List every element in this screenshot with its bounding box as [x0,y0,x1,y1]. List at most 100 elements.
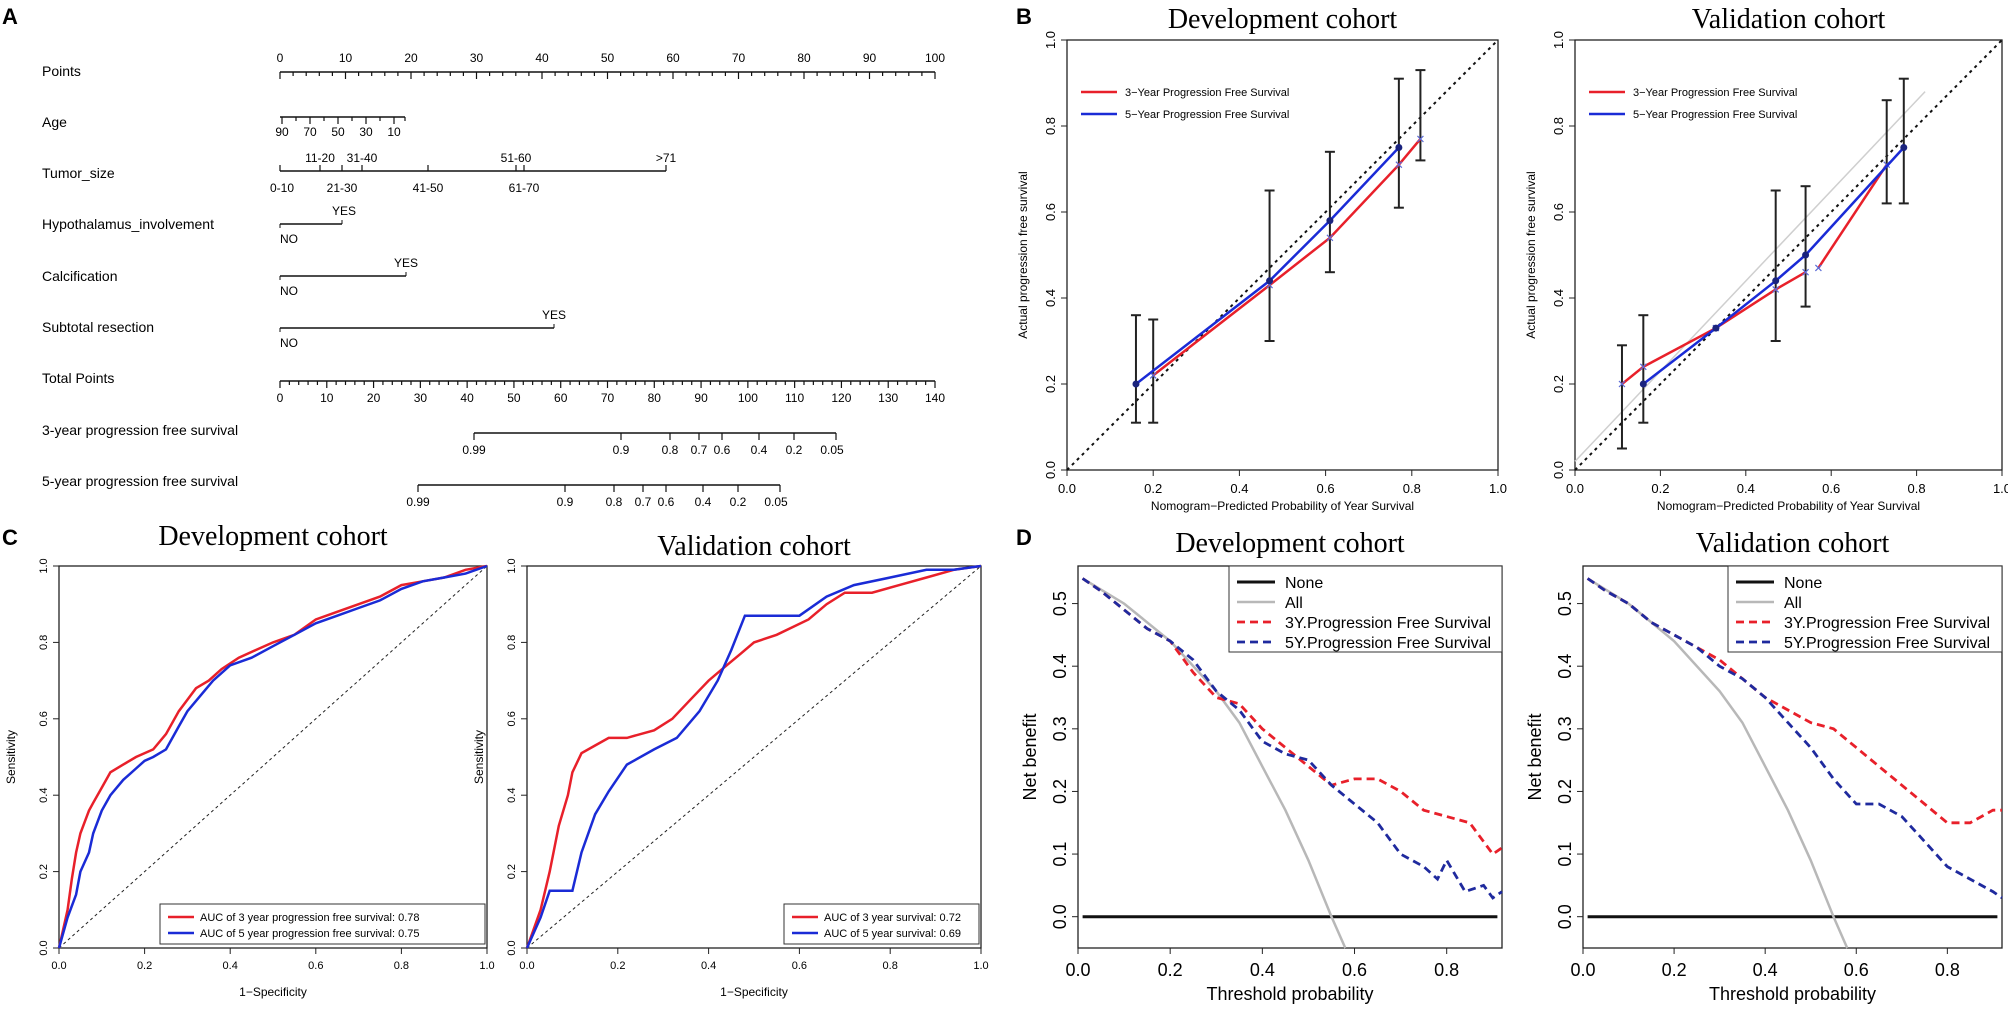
y-tick-label: 0.8 [506,635,518,650]
nomo-label-age: Age [42,114,67,130]
x-tick-label: 0.8 [883,960,898,972]
data-point [1802,268,1810,276]
legend-label: AUC of 3 year progression free survival:… [200,912,420,924]
y-tick-label: 0.3 [1555,716,1575,741]
nomo-label-total-points: Total Points [42,370,114,386]
y-tick-label: 0.8 [1551,117,1566,135]
y-tick-label: 0.6 [38,711,50,726]
x-tick-label: 0.8 [1434,960,1459,980]
net-benefit-curve [1081,577,1347,949]
x-tick-label: 0.0 [519,960,534,972]
legend-label: 5−Year Progression Free Survival [1125,109,1289,121]
x-tick-label: 0.6 [1342,960,1367,980]
y-tick-label: 0.2 [38,864,50,879]
y-tick-label: 0.0 [1551,461,1566,479]
chance-diagonal [58,565,488,949]
y-tick-label: 0.0 [1555,904,1575,929]
pfs5-tick-label: 0.99 [406,495,430,509]
total-tick-label: 0 [277,391,284,405]
calc-yes-label: YES [394,256,418,270]
net-benefit-curve [1586,577,2003,900]
nomo-label-pfs3: 3-year progression free survival [42,422,238,438]
legend-label: All [1285,595,1303,612]
x-tick-label: 0.4 [1753,960,1778,980]
total-tick-label: 80 [648,391,662,405]
y-axis-label: Actual progression free survival [1016,171,1030,338]
total-tick-label: 140 [925,391,945,405]
legend-label: 3Y.Progression Free Survival [1784,615,1990,632]
ideal-diagonal [1066,39,1499,471]
chart-title: Development cohort [1175,528,1405,559]
nomo-label-tumor-size: Tumor_size [42,165,115,181]
tumor-upper-label: 51-60 [501,151,532,165]
nomo-label-calcification: Calcification [42,268,117,284]
x-tick-label: 0.4 [1230,481,1248,496]
legend-box [159,903,486,945]
panel-label-c: C [2,525,18,550]
x-axis-label: 1−Specificity [720,985,788,999]
y-tick-label: 0.6 [1043,203,1058,221]
tumor-ticks [279,165,667,171]
y-tick-label: 1.0 [506,558,518,573]
chart-d-val: Validation cohort 0.0 0.2 0.4 0.6 0.8 0.0 0.1 0.… [1525,528,2003,1004]
y-tick-label: 0.0 [506,940,518,955]
tumor-lower-label: 41-50 [413,181,444,195]
y-axis-label: Net benefit [1020,713,1040,800]
series-line [1817,164,1888,269]
x-tick-label: 0.0 [1566,481,1584,496]
chart-title: Validation cohort [1692,4,1886,35]
y-tick-label: 0.2 [1555,779,1575,804]
x-tick-label: 0.6 [1822,481,1840,496]
y-tick-label: 0.6 [1551,203,1566,221]
roc-curve [525,564,982,949]
panel-label-a: A [2,4,18,29]
roc-curve [57,564,488,949]
y-tick-label: 0.5 [1050,591,1070,616]
chart-c-dev: Development cohort 0.0 0.2 0.4 0.6 0.8 1.0 0.0 0… [4,521,495,999]
x-tick-label: 1.0 [973,960,988,972]
tumor-lower-label: 21-30 [327,181,358,195]
pfs5-tick-labels: 0.99 0.9 0.8 0.7 0.6 0.4 0.2 0.05 [406,495,788,509]
y-tick-label: 0.1 [1555,842,1575,867]
total-tick-label: 20 [367,391,381,405]
y-tick-label: 0.5 [1555,591,1575,616]
y-tick-label: 0.2 [506,864,518,879]
total-ticks [279,381,936,388]
x-axis-label: Threshold probability [1206,984,1373,1004]
y-axis-label: Sensitivity [4,730,18,784]
tumor-upper-labels: 11-20 31-40 51-60 >71 [305,151,676,165]
tumor-lower-label: 61-70 [509,181,540,195]
total-tick-labels: 0 10 20 30 40 50 60 70 80 90 100 110 120… [277,391,946,405]
x-tick-label: 0.6 [308,960,323,972]
age-tick-label: 90 [275,125,289,139]
legend-label: 3−Year Progression Free Survival [1633,87,1797,99]
x-axis-label: Nomogram−Predicted Probability of Year S… [1657,499,1920,513]
x-tick-label: 0.0 [1570,960,1595,980]
total-tick-label: 30 [414,391,428,405]
y-tick-label: 1.0 [1551,31,1566,49]
x-tick-label: 0.4 [1737,481,1755,496]
data-point [1772,277,1780,285]
total-tick-label: 50 [507,391,521,405]
legend-label: 3Y.Progression Free Survival [1285,615,1491,632]
age-tick-labels: 90 70 50 30 10 [275,125,401,139]
y-axis-label: Net benefit [1525,713,1545,800]
x-tick-label: 0.4 [1250,960,1275,980]
pfs5-tick-label: 0.2 [730,495,747,509]
chart-title: Development cohort [158,521,388,552]
y-tick-label: 0.4 [1043,289,1058,307]
x-tick-label: 1.0 [479,960,494,972]
data-point [1900,144,1908,151]
panel-label-b: B [1016,4,1032,29]
x-tick-label: 0.0 [51,960,66,972]
hypo-no-label: NO [280,232,298,246]
legend-label: None [1784,575,1822,592]
x-tick-label: 0.8 [1403,481,1421,496]
x-tick-label: 0.2 [610,960,625,972]
x-tick-label: 0.6 [1317,481,1335,496]
y-tick-label: 0.0 [38,940,50,955]
pfs3-tick-label: 0.7 [691,443,708,457]
pfs5-tick-label: 0.4 [695,495,712,509]
data-point [1132,380,1140,388]
